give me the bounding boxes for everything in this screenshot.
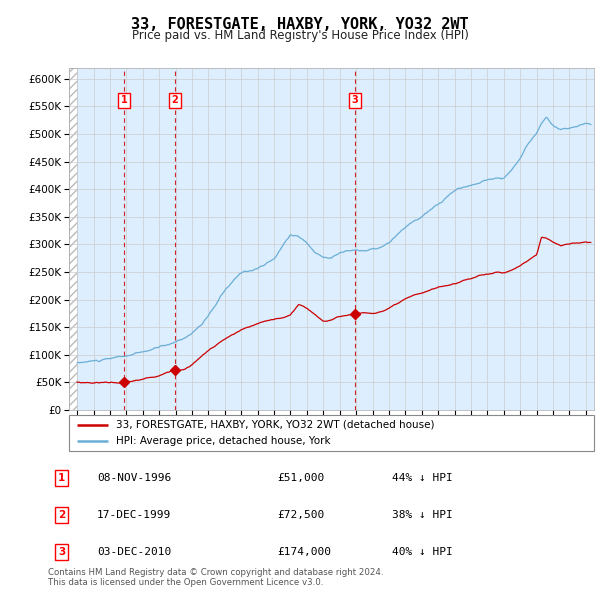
Text: 44% ↓ HPI: 44% ↓ HPI [392, 473, 453, 483]
Text: Contains HM Land Registry data © Crown copyright and database right 2024.
This d: Contains HM Land Registry data © Crown c… [48, 568, 383, 587]
FancyBboxPatch shape [69, 415, 594, 451]
Text: £72,500: £72,500 [277, 510, 325, 520]
Text: 1: 1 [58, 473, 65, 483]
Text: 38% ↓ HPI: 38% ↓ HPI [392, 510, 453, 520]
Text: 3: 3 [58, 546, 65, 556]
Text: 08-NOV-1996: 08-NOV-1996 [97, 473, 172, 483]
Text: 17-DEC-1999: 17-DEC-1999 [97, 510, 172, 520]
Text: 33, FORESTGATE, HAXBY, YORK, YO32 2WT (detached house): 33, FORESTGATE, HAXBY, YORK, YO32 2WT (d… [116, 419, 435, 430]
Text: £51,000: £51,000 [277, 473, 325, 483]
Text: 1: 1 [121, 96, 128, 106]
Text: 40% ↓ HPI: 40% ↓ HPI [392, 546, 453, 556]
Text: £174,000: £174,000 [277, 546, 331, 556]
Text: 03-DEC-2010: 03-DEC-2010 [97, 546, 172, 556]
Text: HPI: Average price, detached house, York: HPI: Average price, detached house, York [116, 437, 331, 447]
Text: Price paid vs. HM Land Registry's House Price Index (HPI): Price paid vs. HM Land Registry's House … [131, 30, 469, 42]
Text: 33, FORESTGATE, HAXBY, YORK, YO32 2WT: 33, FORESTGATE, HAXBY, YORK, YO32 2WT [131, 17, 469, 31]
Text: 2: 2 [58, 510, 65, 520]
Text: 2: 2 [172, 96, 178, 106]
Text: 3: 3 [352, 96, 358, 106]
